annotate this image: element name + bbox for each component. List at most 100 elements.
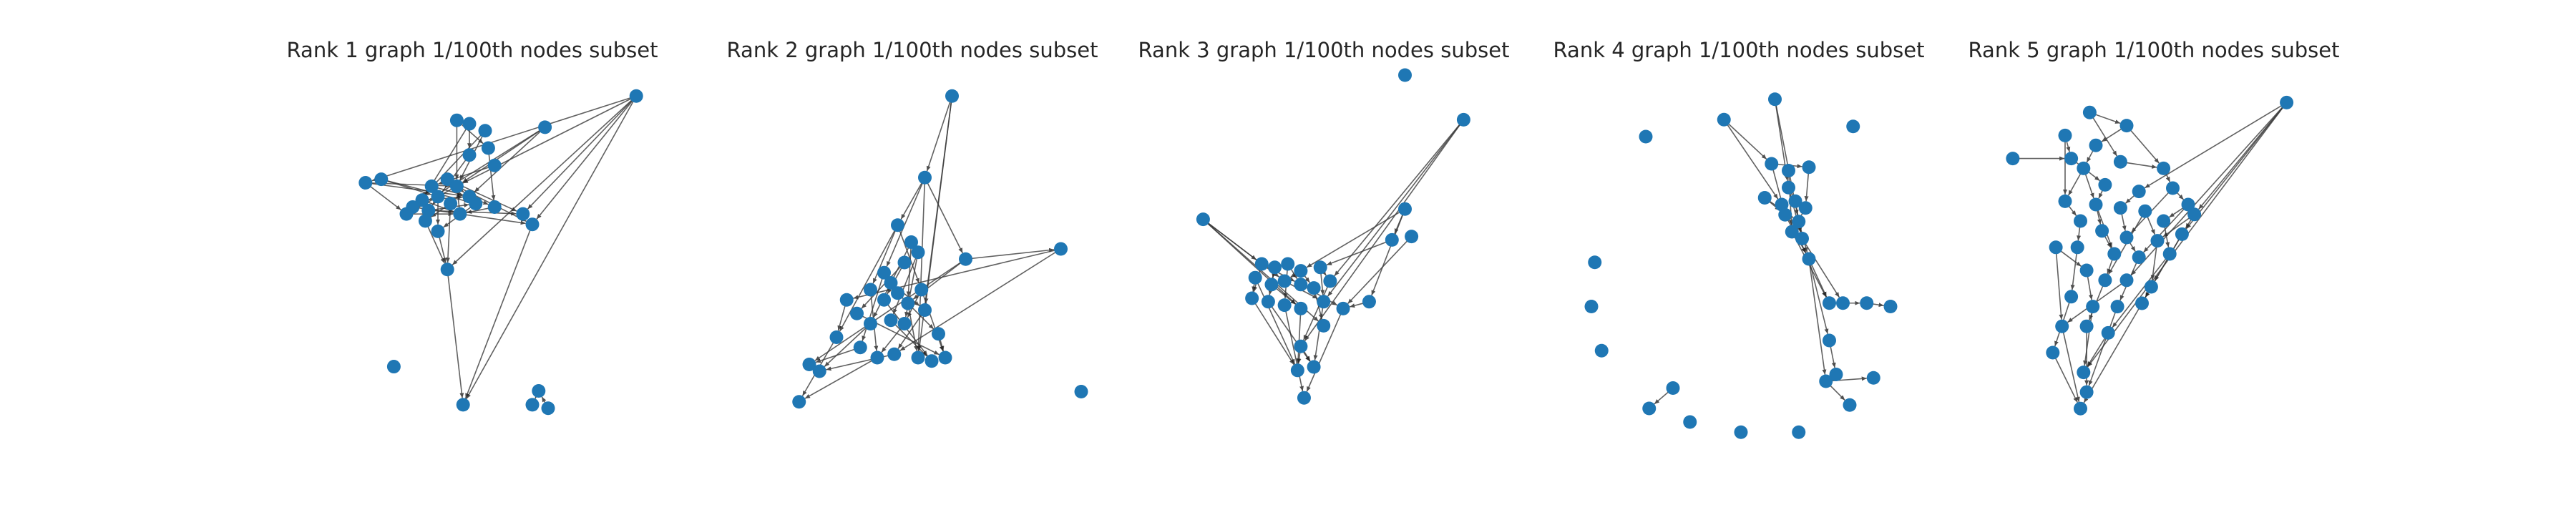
graph-node [1829, 368, 1843, 381]
graph-node [516, 207, 530, 221]
graph-node [456, 398, 470, 412]
graph-edge [920, 289, 944, 352]
graph-node [2064, 290, 2079, 304]
graph-node [2098, 273, 2112, 288]
graph-node [901, 296, 915, 310]
graph-edge [1326, 239, 1392, 266]
graph-node [1765, 157, 1779, 171]
graph-node [2086, 300, 2100, 314]
graph-node [1666, 381, 1680, 395]
graph-node [853, 340, 867, 355]
graph-node [449, 113, 464, 127]
graph-node [884, 276, 898, 290]
graph-node [2175, 227, 2189, 241]
graph-node [399, 207, 414, 221]
graph-edge [527, 95, 637, 210]
graph-node [2113, 154, 2127, 169]
graph-node [1456, 112, 1470, 127]
graph-edge [815, 346, 861, 363]
graph-edge [839, 225, 899, 332]
graph-node [2280, 95, 2294, 109]
graph-node [812, 364, 826, 378]
graph-edge [2052, 352, 2079, 403]
graph-node [839, 293, 854, 307]
graph-node [914, 283, 929, 297]
graph-edge [2112, 253, 2170, 328]
graph-edge [890, 320, 927, 357]
graph-node [1819, 374, 1833, 388]
graph-node [1584, 300, 1599, 313]
graph-node [2107, 247, 2122, 261]
graph-node [424, 179, 439, 193]
graph-node [1323, 274, 1337, 288]
graph-edge [1808, 258, 1827, 375]
graph-node [1277, 274, 1292, 288]
graph-node [1054, 242, 1068, 256]
graph-node [1297, 391, 1311, 405]
graph-edge [892, 252, 919, 315]
graph-node [2079, 385, 2094, 399]
graph-edge [2089, 112, 2118, 157]
graph-node [2049, 240, 2063, 255]
panel-rank-3: Rank 3 graph 1/100th nodes subset [1138, 38, 1510, 405]
graph-node [1245, 291, 1259, 305]
graph-node [1385, 232, 1399, 247]
graph-node [829, 330, 844, 344]
graph-node [487, 158, 502, 172]
graph-rank-4 [1584, 92, 1898, 439]
graph-edge [1313, 301, 1324, 360]
graph-edge [1251, 298, 1294, 366]
graph-edge [824, 323, 872, 368]
graph-node [415, 193, 429, 207]
graph-node [2150, 234, 2165, 248]
graph-edge [428, 210, 517, 216]
graph-node [2098, 177, 2112, 192]
graph-node [904, 235, 918, 249]
graph-edge [886, 177, 926, 267]
graph-node [418, 214, 432, 228]
graph-node [1823, 296, 1836, 310]
graph-node [2181, 197, 2195, 212]
panel-rank-2: Rank 2 graph 1/100th nodes subset [727, 38, 1098, 409]
graph-node [1588, 255, 1602, 270]
graph-node [2132, 250, 2146, 265]
graph-node [444, 197, 458, 211]
graph-node [2077, 366, 2091, 380]
graph-edge [445, 203, 452, 263]
graph-edge [862, 273, 885, 341]
graph-edge [906, 242, 912, 297]
graph-edge [1334, 119, 1465, 277]
graph-node [2119, 273, 2134, 288]
graph-node [911, 350, 925, 365]
graph-node [2074, 401, 2087, 416]
graph-node [1757, 191, 1772, 205]
graph-edge [1300, 284, 1338, 306]
graph-node [1883, 300, 1898, 313]
graph-node [1836, 296, 1850, 310]
graph-node [1639, 129, 1653, 144]
graph-edge [2061, 326, 2080, 403]
graph-node [802, 358, 816, 371]
graph-node [1196, 212, 1210, 227]
graph-node [2132, 185, 2146, 199]
panel-title: Rank 4 graph 1/100th nodes subset [1553, 38, 1925, 62]
graph-node [792, 395, 806, 409]
graph-node [453, 207, 467, 221]
graph-node [2077, 161, 2091, 175]
panel-title: Rank 3 graph 1/100th nodes subset [1138, 38, 1510, 62]
graph-edge [1808, 258, 1829, 334]
graph-node [897, 317, 912, 330]
graph-node [478, 124, 492, 138]
graph-edge [464, 224, 533, 399]
graph-edge [371, 95, 637, 182]
graph-node [877, 293, 891, 307]
graph-node [1717, 112, 1731, 127]
graph-node [2082, 105, 2097, 119]
graph-node [1398, 202, 1412, 216]
graph-node [431, 190, 445, 204]
graph-node [2119, 230, 2134, 245]
graph-node [2138, 204, 2152, 218]
graph-node [2006, 152, 2020, 166]
graph-node [870, 350, 884, 365]
graph-node [2144, 280, 2158, 294]
